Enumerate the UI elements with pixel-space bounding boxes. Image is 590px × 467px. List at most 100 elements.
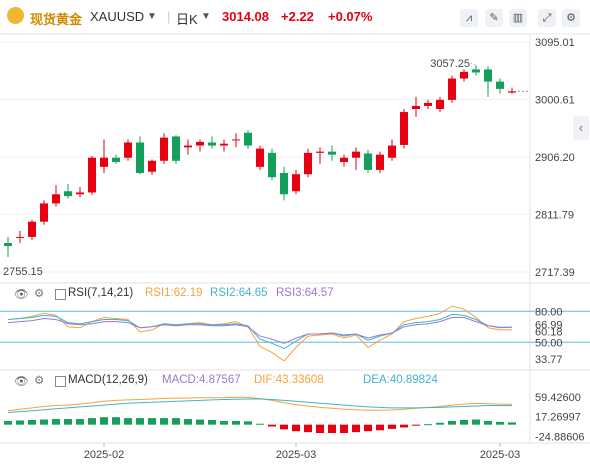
candle-up <box>376 154 384 170</box>
macd-checkbox[interactable] <box>55 376 66 387</box>
candle-up <box>40 203 48 222</box>
symbol-code[interactable]: XAUUSD <box>90 9 145 24</box>
chart-header: 现货黄金 XAUUSD ▼ | 日K ▼ 3014.08 +2.22 +0.07… <box>0 0 590 34</box>
candle-up <box>256 148 264 167</box>
macd-label: MACD(12,26,9) <box>68 374 148 386</box>
macd-histogram-bar <box>316 424 324 434</box>
rsi-line-rsi2 <box>7 313 513 350</box>
indicator-icon[interactable]: ▥ <box>509 9 527 27</box>
fullscreen-icon[interactable]: ⤢ <box>538 9 556 27</box>
gold-coin-icon <box>7 7 24 24</box>
rsi-checkbox[interactable] <box>55 289 66 300</box>
macd-histogram-bar <box>148 418 156 425</box>
macd-histogram-bar <box>196 419 204 425</box>
rsi-line-rsi3 <box>7 317 513 344</box>
chart-type-icon[interactable]: ⩘ <box>460 9 478 27</box>
macd-histogram-bar <box>88 418 96 425</box>
rsi-settings-icon[interactable]: ⚙ <box>34 288 45 300</box>
macd-histogram-bar <box>484 420 492 425</box>
candle-down <box>244 132 252 146</box>
macd-histogram-bar <box>412 424 420 426</box>
price-change: +2.22 <box>281 9 314 24</box>
macd-histogram-bar <box>424 424 432 426</box>
macd-histogram-bar <box>460 420 468 425</box>
interval-selector[interactable]: 日K <box>176 12 198 27</box>
macd-histogram-bar <box>52 419 60 425</box>
macd-histogram-bar <box>256 423 264 425</box>
dif-legend: DIF:43.33608 <box>254 374 324 386</box>
macd-axis-tick: -24.88606 <box>535 431 585 443</box>
macd-histogram-bar <box>64 419 72 425</box>
macd-histogram-bar <box>40 419 48 425</box>
time-axis-tick: 2025-03 <box>480 449 520 461</box>
macd-histogram-bar <box>364 424 372 432</box>
macd-histogram-bar <box>340 424 348 434</box>
macd-eye-icon[interactable]: 👁 <box>14 376 29 388</box>
macd-histogram-bar <box>304 424 312 433</box>
low-price-label: 2755.15 <box>3 266 43 278</box>
candle-down <box>484 69 492 82</box>
chevron-down-icon[interactable]: ▼ <box>147 11 157 22</box>
candle-up <box>352 151 360 158</box>
macd-histogram-bar <box>268 424 276 427</box>
high-label-leader <box>470 62 477 66</box>
candle-down <box>112 157 120 162</box>
macd-histogram-bar <box>388 424 396 429</box>
candle-up <box>316 151 324 153</box>
dea-legend: DEA:40.89824 <box>363 374 438 386</box>
macd-histogram-bar <box>220 420 228 425</box>
chevron-left-icon[interactable]: ‹ <box>573 116 589 140</box>
candle-up <box>100 157 108 167</box>
macd-line-dea <box>7 398 513 413</box>
time-axis-tick: 2025-03 <box>276 449 316 461</box>
price-change-pct: +0.07% <box>328 9 373 24</box>
macd-axis-tick: 59.42600 <box>535 392 581 404</box>
rsi-eye-icon[interactable]: 👁 <box>14 289 29 301</box>
macd-histogram-bar <box>292 424 300 432</box>
macd-histogram-bar <box>28 420 36 425</box>
candle-down <box>472 69 480 73</box>
chevron-down-icon[interactable]: ▼ <box>201 11 211 22</box>
candle-up <box>424 102 432 106</box>
draw-icon[interactable]: ✎ <box>485 9 503 27</box>
macd-settings-icon[interactable]: ⚙ <box>34 375 45 387</box>
macd-histogram-bar <box>208 420 216 425</box>
rsi-axis-tick: 50.00 <box>535 337 563 349</box>
macd-histogram-bar <box>376 424 384 431</box>
candle-up <box>28 221 36 237</box>
price-axis-tick: 2717.39 <box>535 267 575 279</box>
macd-histogram-bar <box>244 421 252 425</box>
high-price-label: 3057.25 <box>430 58 470 70</box>
macd-histogram-bar <box>100 417 108 425</box>
symbol-name[interactable]: 现货黄金 <box>30 12 83 27</box>
macd-histogram-bar <box>508 422 516 425</box>
price-axis-tick: 3000.61 <box>535 94 575 106</box>
macd-axis-tick: 17.26997 <box>535 412 581 424</box>
candle-up <box>88 157 96 193</box>
candle-up <box>184 145 192 148</box>
macd-histogram-bar <box>448 420 456 425</box>
candle-up <box>232 139 240 141</box>
macd-histogram-bar <box>112 417 120 425</box>
macd-histogram-bar <box>472 419 480 425</box>
candle-up <box>340 157 348 162</box>
candle-up <box>304 152 312 175</box>
macd-histogram-bar <box>280 424 288 430</box>
candle-down <box>268 152 276 178</box>
macd-histogram-bar <box>232 420 240 425</box>
gear-icon[interactable]: ⚙ <box>562 9 580 27</box>
rsi-line-rsi1 <box>7 305 513 362</box>
candle-up <box>148 160 156 172</box>
separator: | <box>167 9 171 24</box>
rsi-axis-tick: 80.00 <box>535 306 563 318</box>
macd-histogram-bar <box>76 419 84 425</box>
candle-up <box>400 112 408 145</box>
candle-up <box>220 143 228 146</box>
candle-up <box>292 174 300 192</box>
rsi-axis-tick: 60.18 <box>535 327 563 339</box>
candle-down <box>208 142 216 146</box>
time-axis-tick: 2025-02 <box>84 449 124 461</box>
macd-histogram-bar <box>328 424 336 434</box>
